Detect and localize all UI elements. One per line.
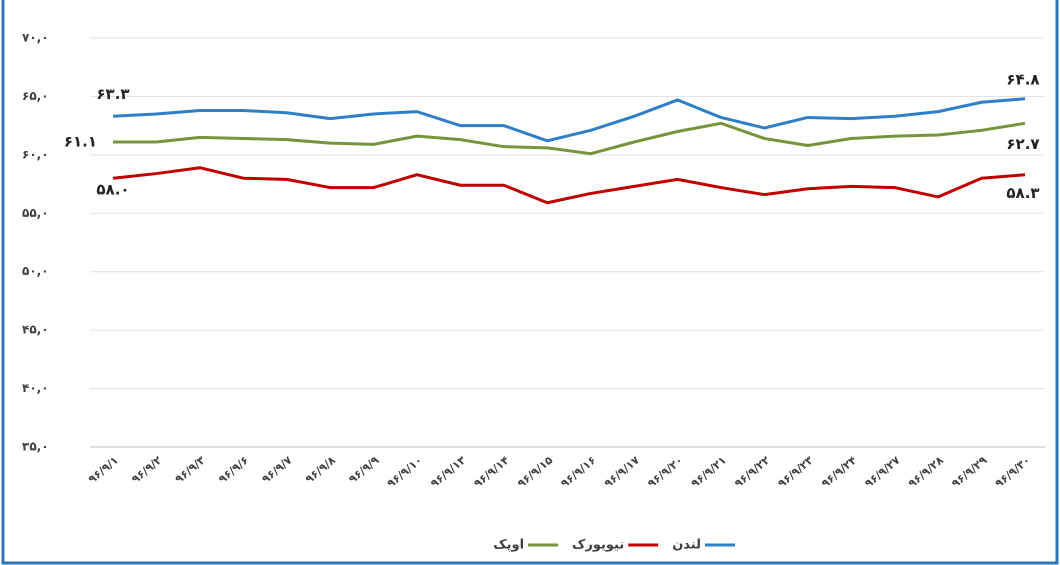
x-tick-label: ۹۶/۹/۲۸: [906, 453, 946, 490]
data-label: ۶۲.۷: [1006, 135, 1039, 153]
x-tick-label: ۹۶/۹/۲۳: [775, 453, 815, 490]
series-line: [113, 121, 1026, 156]
data-label: ۶۱.۱: [64, 133, 97, 151]
x-tick-label: ۹۶/۹/۳: [173, 453, 208, 486]
y-tick-label: ۶۰,۰: [22, 147, 49, 161]
x-tick-label: ۹۶/۹/۱۷: [602, 453, 642, 490]
x-tick-label: ۹۶/۹/۲۴: [819, 453, 859, 490]
x-tick-label: ۹۶/۹/۹: [346, 453, 381, 486]
data-label: ۵۸.۰: [96, 181, 129, 199]
series-line: [112, 97, 1026, 143]
legend-label: اوپک: [493, 538, 524, 553]
x-tick-label: ۹۶/۹/۲۹: [949, 453, 989, 490]
data-label: ۶۳.۳: [96, 85, 129, 103]
data-label: ۵۸.۳: [1006, 184, 1039, 202]
x-tick-label: ۹۶/۹/۱۶: [558, 454, 598, 491]
x-tick-label: ۹۶/۹/۱۳: [428, 453, 468, 490]
x-tick-label: ۹۶/۹/۲۲: [732, 453, 772, 490]
legend-label: نیویورک: [572, 538, 624, 553]
x-tick-label: ۹۶/۹/۳۰: [993, 454, 1033, 491]
x-tick-label: ۹۶/۹/۲۰: [645, 454, 685, 491]
y-tick-label: ۵۰,۰: [22, 264, 49, 278]
y-tick-label: ۷۰,۰: [22, 31, 49, 45]
series-line: [112, 166, 1026, 205]
x-tick-label: ۹۶/۹/۱۵: [515, 453, 555, 490]
y-tick-label: ۳۵,۰: [22, 440, 49, 454]
x-tick-label: ۹۶/۹/۱۰: [385, 454, 425, 491]
data-label: ۶۴.۸: [1006, 70, 1039, 88]
x-tick-label: ۹۶/۹/۲۷: [862, 453, 902, 490]
x-tick-label: ۹۶/۹/۲۱: [689, 454, 729, 491]
x-tick-label: ۹۶/۹/۶: [216, 454, 251, 486]
y-tick-label: ۶۵,۰: [22, 89, 49, 103]
y-tick-label: ۴۵,۰: [22, 323, 49, 337]
legend-label: لندن: [672, 538, 701, 553]
y-tick-label: ۴۰,۰: [22, 381, 49, 395]
x-tick-label: ۹۶/۹/۲: [129, 453, 164, 486]
x-tick-label: ۹۶/۹/۷: [259, 453, 294, 486]
x-tick-label: ۹۶/۹/۱۴: [471, 453, 511, 490]
x-tick-label: ۹۶/۹/۸: [303, 453, 338, 486]
x-tick-label: ۹۶/۹/۱: [86, 454, 121, 486]
y-tick-label: ۵۵,۰: [22, 206, 49, 220]
